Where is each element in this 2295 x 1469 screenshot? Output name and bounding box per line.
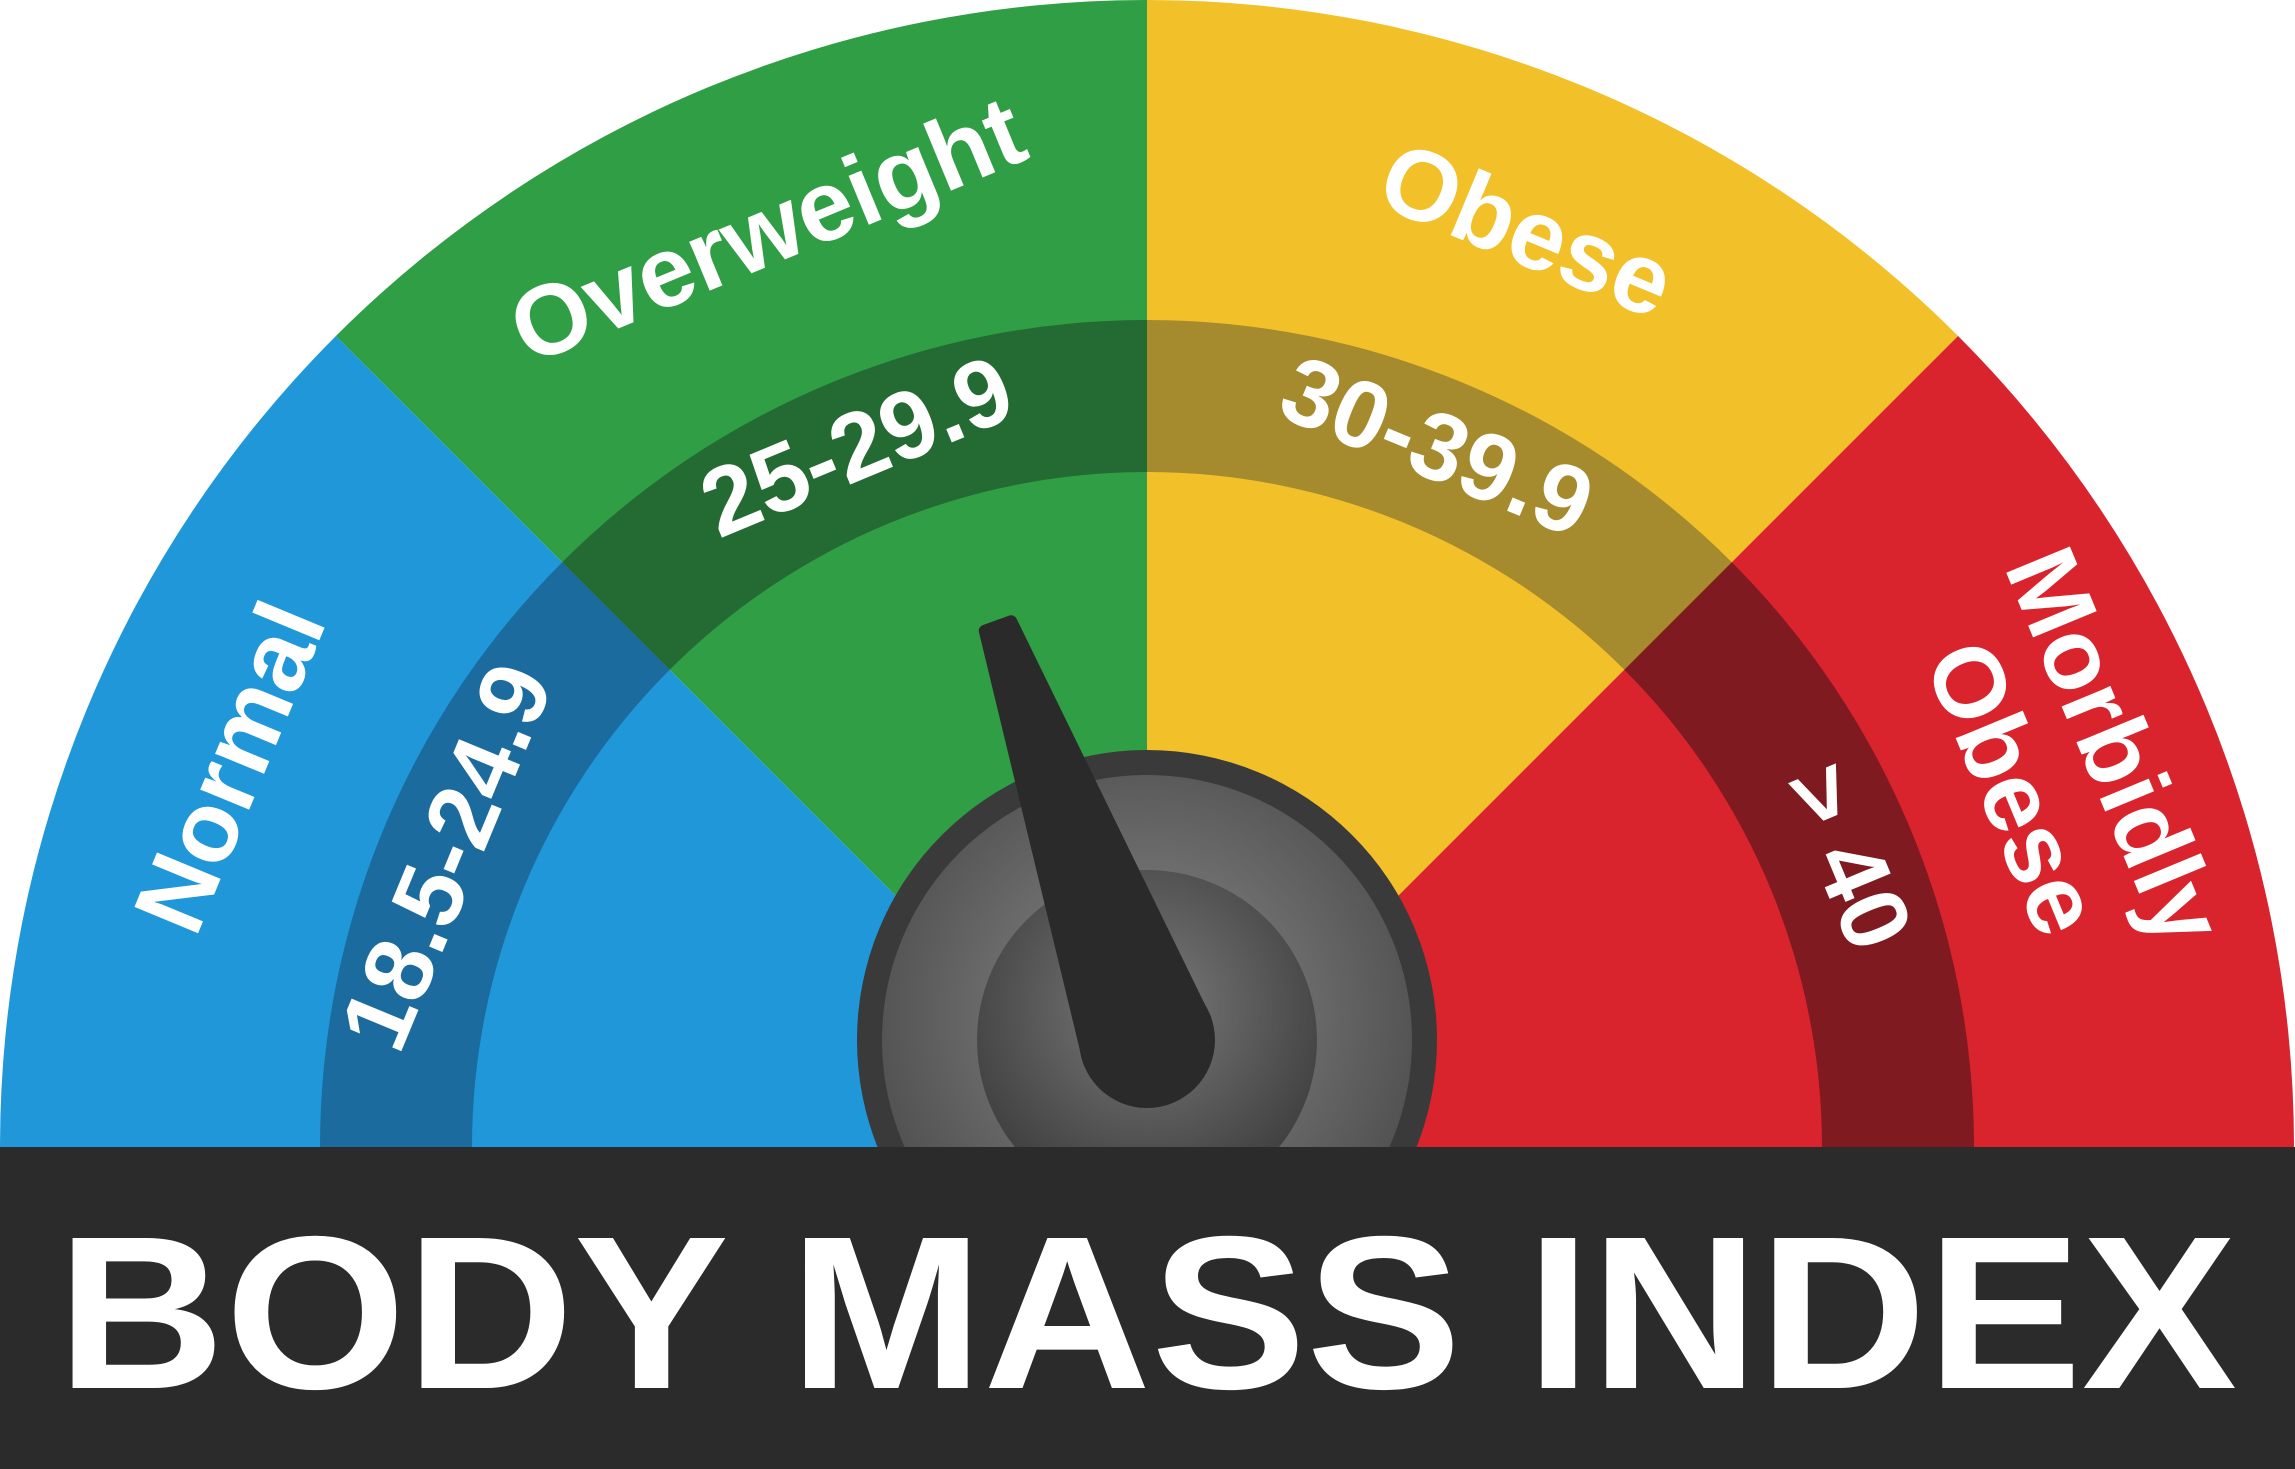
needle-pivot [1079,972,1215,1108]
gauge-band-segment [1624,562,1974,1147]
gauge-band-segment [562,320,1147,670]
title-bar-background [0,1147,2295,1469]
title-bar: BODY MASS INDEX [0,1147,2295,1469]
gauge-band-segment [320,562,670,1147]
gauge-band-segment [1147,320,1732,670]
gauge-needle [978,615,1215,1108]
page-title: BODY MASS INDEX [57,1192,2237,1435]
gauge-range-band [320,320,1974,1147]
